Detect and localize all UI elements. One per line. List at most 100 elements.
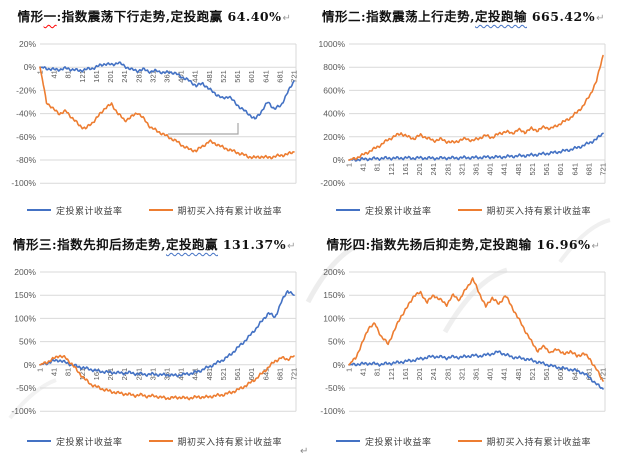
svg-text:50%: 50% xyxy=(328,337,345,347)
svg-text:161: 161 xyxy=(401,368,410,381)
svg-text:-100%: -100% xyxy=(11,406,36,416)
svg-text:481: 481 xyxy=(514,163,523,176)
svg-text:200%: 200% xyxy=(323,132,345,142)
title-text: 情形 xyxy=(17,9,44,24)
svg-text:361: 361 xyxy=(472,368,481,381)
title-text: 情形二:指数震荡上行走势, xyxy=(322,9,475,24)
buyhold-line-swatch xyxy=(457,440,482,442)
svg-text:200%: 200% xyxy=(14,267,36,277)
svg-text:121: 121 xyxy=(387,163,396,176)
svg-text:441: 441 xyxy=(191,70,200,83)
svg-text:401: 401 xyxy=(177,368,186,381)
chart-panel-scenario1: 情形一:指数震荡下行走势,定投跑赢 64.40%↵ 20% 0% -20% -40% -… xyxy=(0,0,309,223)
legend-item-dca: 定投累计收益率 xyxy=(26,204,123,217)
svg-text:321: 321 xyxy=(457,368,466,381)
svg-text:161: 161 xyxy=(92,368,101,381)
line-chart-scenario3: 200% 150% 100% 50% 0% -50% -100% 1 41 81 121 161 201… xyxy=(11,267,298,416)
dca-line-swatch xyxy=(26,440,51,442)
svg-text:441: 441 xyxy=(500,163,509,176)
svg-text:121: 121 xyxy=(78,368,87,381)
legend-label: 期初买入持有累计收益率 xyxy=(177,436,283,447)
chart-panel-scenario4: 情形四:指数先扬后抑走势,定投跑输 16.96%↵ 200% 150% 100% 50… xyxy=(309,228,618,458)
svg-text:201: 201 xyxy=(415,163,424,176)
legend-item-dca: 定投累计收益率 xyxy=(335,204,432,217)
svg-text:521: 521 xyxy=(219,70,228,83)
title-text: 情形三:指数先抑后扬走势, xyxy=(13,237,166,252)
svg-text:281: 281 xyxy=(443,163,452,176)
legend-label: 定投累计收益率 xyxy=(55,205,123,216)
svg-text:641: 641 xyxy=(570,368,579,381)
svg-text:241: 241 xyxy=(120,70,129,83)
svg-text:561: 561 xyxy=(542,368,551,381)
svg-text:-100%: -100% xyxy=(320,406,345,416)
svg-text:561: 561 xyxy=(542,163,551,176)
svg-text:641: 641 xyxy=(261,70,270,83)
return-mark-icon: ↵ xyxy=(596,13,605,24)
title-text: :指数震荡下行走势,定投跑赢 64.40% xyxy=(56,9,282,24)
legend-label: 定投累计收益率 xyxy=(364,436,432,447)
line-chart-scenario4: 200% 150% 100% 50% 0% -50% -100% 1 41 81 121 161 201… xyxy=(320,267,608,416)
svg-text:481: 481 xyxy=(205,70,214,83)
svg-text:150%: 150% xyxy=(323,290,345,300)
legend-item-dca: 定投累计收益率 xyxy=(26,435,123,448)
svg-text:681: 681 xyxy=(275,368,284,381)
legend-scenario2: 定投累计收益率 期初买入持有累计收益率 xyxy=(309,201,618,219)
svg-text:161: 161 xyxy=(92,70,101,83)
chart-title-scenario3: 情形三:指数先抑后扬走势,定投跑赢 131.37%↵ xyxy=(0,228,309,256)
title-wavy-text: 一 xyxy=(43,9,57,24)
chart-panel-scenario3: 情形三:指数先抑后扬走势,定投跑赢 131.37%↵ 200% 150% 100% 5… xyxy=(0,228,309,458)
svg-text:241: 241 xyxy=(429,163,438,176)
svg-text:521: 521 xyxy=(219,368,228,381)
svg-text:601: 601 xyxy=(556,163,565,176)
legend-item-dca: 定投累计收益率 xyxy=(335,435,432,448)
svg-text:601: 601 xyxy=(556,368,565,381)
legend-scenario3: 定投累计收益率 期初买入持有累计收益率 xyxy=(0,432,309,450)
svg-text:150%: 150% xyxy=(14,290,36,300)
paragraph-return-mark: ↵ xyxy=(300,446,309,457)
svg-text:441: 441 xyxy=(191,368,200,381)
svg-text:0%: 0% xyxy=(24,360,37,370)
title-wavy-text: 定投跑赢 xyxy=(165,237,218,252)
legend-label: 定投累计收益率 xyxy=(55,436,123,447)
svg-text:0%: 0% xyxy=(333,360,346,370)
chart-title-scenario2: 情形二:指数震荡上行走势,定投跑输 665.42%↵ xyxy=(309,0,618,28)
svg-text:41: 41 xyxy=(50,368,59,376)
svg-text:681: 681 xyxy=(275,70,284,83)
svg-text:100%: 100% xyxy=(14,313,36,323)
svg-text:41: 41 xyxy=(359,163,368,171)
title-text: 131.37% xyxy=(218,237,287,252)
svg-text:-80%: -80% xyxy=(16,155,36,165)
legend-item-buyhold: 期初买入持有累计收益率 xyxy=(148,435,283,448)
svg-text:361: 361 xyxy=(163,70,172,83)
svg-text:401: 401 xyxy=(486,163,495,176)
dca-line-swatch xyxy=(335,209,360,211)
svg-text:201: 201 xyxy=(106,368,115,381)
legend-item-buyhold: 期初买入持有累计收益率 xyxy=(457,435,592,448)
svg-text:-200%: -200% xyxy=(320,178,345,188)
svg-text:1: 1 xyxy=(345,368,354,372)
title-text: 665.42% xyxy=(527,9,596,24)
buyhold-line-swatch xyxy=(148,209,173,211)
dca-line-swatch xyxy=(335,440,360,442)
svg-text:121: 121 xyxy=(78,70,87,83)
svg-text:521: 521 xyxy=(528,163,537,176)
svg-text:641: 641 xyxy=(570,163,579,176)
svg-text:281: 281 xyxy=(443,368,452,381)
svg-text:121: 121 xyxy=(387,368,396,381)
legend-label: 期初买入持有累计收益率 xyxy=(486,436,592,447)
svg-text:1000%: 1000% xyxy=(319,39,346,49)
return-mark-icon: ↵ xyxy=(282,13,292,24)
chart-panel-scenario2: 情形二:指数震荡上行走势,定投跑输 665.42%↵ 1000% 800% 600%… xyxy=(309,0,618,223)
svg-text:201: 201 xyxy=(106,70,115,83)
svg-text:401: 401 xyxy=(486,368,495,381)
svg-text:561: 561 xyxy=(233,368,242,381)
svg-text:721: 721 xyxy=(599,368,608,381)
svg-text:81: 81 xyxy=(64,70,73,78)
svg-text:-60%: -60% xyxy=(16,132,36,142)
chart-title-scenario4: 情形四:指数先扬后抑走势,定投跑输 16.96%↵ xyxy=(309,228,618,256)
svg-text:1: 1 xyxy=(36,368,45,372)
buyhold-line-swatch xyxy=(457,209,482,211)
title-wavy-text: 定投跑输 xyxy=(474,9,527,24)
title-text: 情形四:指数先扬后抑走势,定投跑输 16.96% xyxy=(326,237,591,252)
